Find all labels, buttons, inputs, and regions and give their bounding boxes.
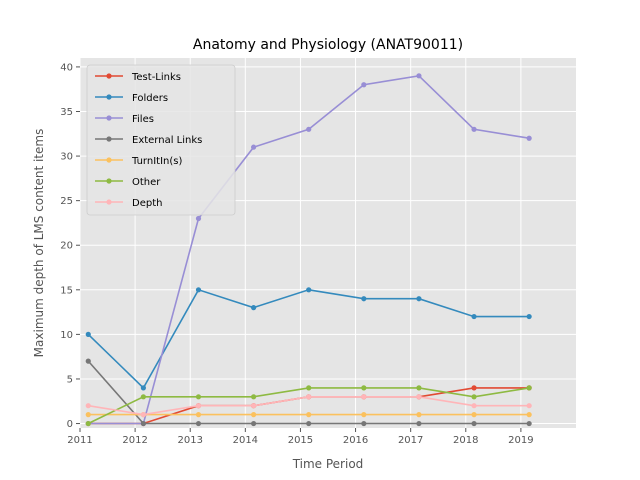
legend-label-external-links: External Links	[132, 135, 202, 146]
x-tick-label: 2017	[398, 435, 423, 446]
data-point-folders	[195, 287, 202, 293]
data-point-depth	[526, 403, 532, 409]
data-point-depth	[251, 403, 257, 409]
x-tick-label: 2012	[122, 435, 147, 446]
series-external-links	[85, 358, 532, 427]
legend-label-test-links: Test-Links	[131, 72, 181, 83]
y-tick-label: 40	[60, 62, 73, 73]
data-point-files	[195, 215, 202, 222]
data-point-other	[471, 394, 477, 400]
data-point-external-links	[471, 420, 477, 427]
data-point-folders	[361, 296, 367, 302]
data-point-folders	[416, 296, 422, 302]
data-point-turnitin-s	[361, 412, 367, 418]
legend-marker-test-links	[106, 73, 112, 79]
y-tick-label: 35	[60, 107, 73, 118]
data-point-files	[251, 144, 257, 150]
series-depth	[85, 394, 532, 418]
data-point-other	[195, 394, 202, 400]
series-other	[85, 385, 532, 427]
data-point-turnitin-s	[416, 412, 422, 418]
x-tick-label: 2018	[453, 435, 478, 446]
legend-label-turnitin-s: TurnItIn(s)	[131, 156, 182, 167]
data-point-depth	[361, 394, 367, 400]
legend-label-files: Files	[132, 114, 154, 125]
y-tick-label: 30	[60, 152, 73, 163]
data-point-turnitin-s	[85, 412, 91, 418]
x-tick-label: 2015	[288, 435, 313, 446]
data-point-folders	[306, 287, 312, 293]
x-tick-label: 2013	[177, 435, 202, 446]
legend-marker-files	[106, 115, 112, 121]
data-point-files	[416, 73, 422, 79]
data-point-turnitin-s	[471, 412, 477, 418]
legend-marker-other	[106, 178, 112, 184]
data-point-other	[416, 385, 422, 391]
legend-box	[86, 64, 236, 216]
data-point-depth	[306, 394, 312, 400]
data-point-external-links	[195, 420, 202, 427]
data-point-other	[140, 394, 146, 400]
legend-label-other: Other	[132, 177, 161, 188]
data-point-depth	[416, 394, 422, 400]
data-point-depth	[471, 403, 477, 409]
x-axis-label: Time Period	[292, 457, 364, 471]
legend-marker-external-links	[106, 136, 112, 142]
data-point-external-links	[306, 420, 312, 427]
data-point-external-links	[416, 420, 422, 427]
data-point-depth	[85, 403, 91, 409]
y-tick-label: 25	[60, 196, 73, 207]
legend-marker-turnitin-s	[106, 157, 112, 163]
y-tick-label: 20	[60, 241, 73, 252]
data-point-external-links	[85, 358, 91, 364]
data-point-external-links	[251, 420, 257, 427]
data-point-folders	[251, 305, 257, 311]
legend-marker-folders	[106, 94, 112, 100]
legend: Test-Links Folders Files External Links Turn…	[86, 64, 236, 216]
data-point-turnitin-s	[526, 412, 532, 418]
data-point-files	[361, 82, 367, 88]
series-layer	[85, 73, 532, 427]
data-point-folders	[471, 313, 477, 320]
legend-marker-depth	[106, 199, 112, 205]
x-tick-label: 2011	[67, 435, 92, 446]
data-point-depth	[140, 412, 146, 418]
data-point-turnitin-s	[195, 412, 202, 418]
data-point-folders	[85, 331, 91, 337]
gridlines	[79, 58, 576, 428]
legend-label-folders: Folders	[132, 93, 168, 104]
data-point-other	[85, 420, 91, 427]
data-point-depth	[195, 403, 202, 409]
x-tick-label: 2016	[343, 435, 368, 446]
x-tick-label: 2014	[233, 435, 258, 446]
data-point-other	[251, 394, 257, 400]
data-point-folders	[140, 385, 146, 391]
y-tick-label: 0	[67, 419, 73, 430]
y-tick-label: 15	[60, 285, 73, 296]
data-point-external-links	[526, 420, 532, 427]
y-tick-label: 10	[60, 330, 73, 341]
data-point-files	[471, 126, 477, 132]
y-axis-label: Maximum depth of LMS content items	[32, 129, 46, 358]
data-point-other	[526, 385, 532, 391]
data-point-turnitin-s	[251, 412, 257, 418]
data-point-files	[526, 135, 532, 141]
x-tick-label: 2019	[508, 435, 533, 446]
data-point-external-links	[140, 420, 146, 427]
data-point-other	[306, 385, 312, 391]
data-point-turnitin-s	[306, 412, 312, 418]
data-point-folders	[526, 313, 532, 320]
data-point-other	[361, 385, 367, 391]
chart-title: Anatomy and Physiology (ANAT90011)	[193, 37, 463, 53]
data-point-files	[306, 126, 312, 132]
data-point-test-links	[471, 385, 477, 391]
legend-label-depth: Depth	[132, 198, 162, 209]
data-point-external-links	[361, 420, 367, 427]
tick-labels: 2011 2012 2013 2014 2015 2016 2017 2018 20190510…	[60, 62, 533, 446]
y-tick-label: 5	[67, 374, 73, 385]
